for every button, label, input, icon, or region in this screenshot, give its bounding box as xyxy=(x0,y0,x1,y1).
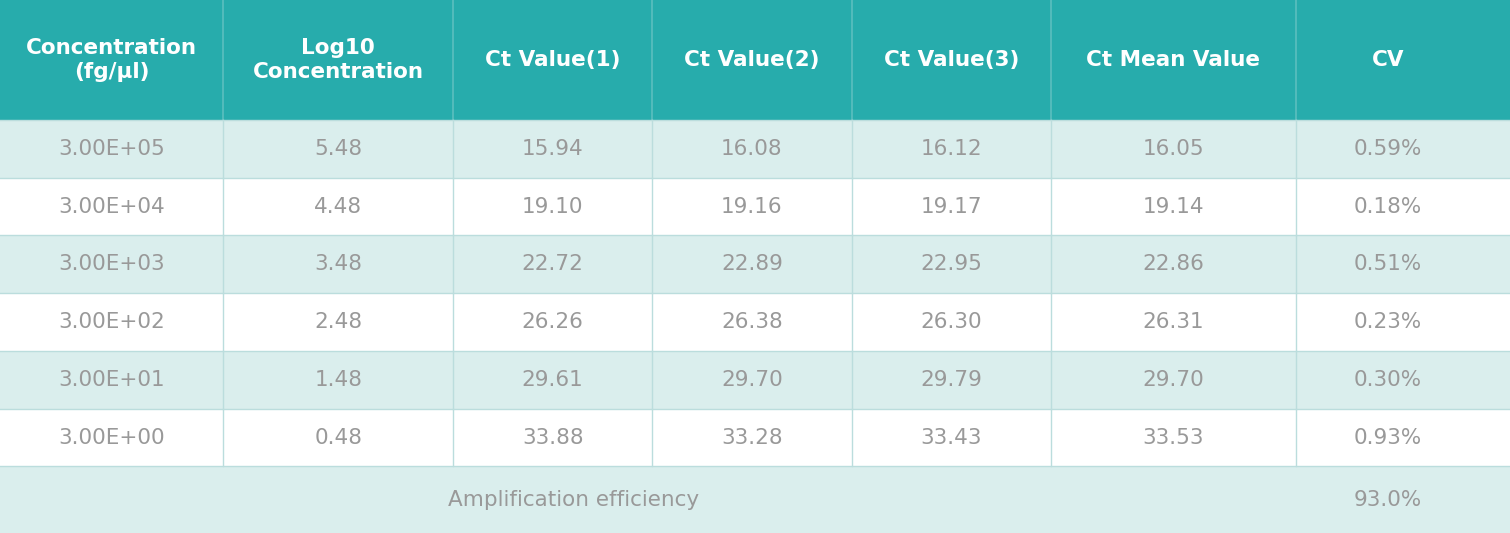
Text: 0.18%: 0.18% xyxy=(1353,197,1422,216)
Text: 29.79: 29.79 xyxy=(921,370,982,390)
Text: 0.59%: 0.59% xyxy=(1353,139,1422,159)
Text: 3.48: 3.48 xyxy=(314,254,362,274)
Text: 93.0%: 93.0% xyxy=(1353,490,1422,510)
Text: 0.93%: 0.93% xyxy=(1353,427,1422,448)
Text: CV: CV xyxy=(1371,50,1404,70)
FancyBboxPatch shape xyxy=(0,120,1510,177)
Text: 16.08: 16.08 xyxy=(722,139,782,159)
FancyBboxPatch shape xyxy=(0,466,1510,533)
Text: 5.48: 5.48 xyxy=(314,139,362,159)
Text: 3.00E+00: 3.00E+00 xyxy=(59,427,165,448)
Text: 29.70: 29.70 xyxy=(1143,370,1203,390)
Text: 33.88: 33.88 xyxy=(522,427,583,448)
Text: 1.48: 1.48 xyxy=(314,370,362,390)
FancyBboxPatch shape xyxy=(0,0,1510,120)
Text: 19.10: 19.10 xyxy=(522,197,583,216)
Text: Ct Value(1): Ct Value(1) xyxy=(485,50,621,70)
Text: 22.72: 22.72 xyxy=(522,254,583,274)
Text: 22.86: 22.86 xyxy=(1143,254,1203,274)
Text: 22.95: 22.95 xyxy=(921,254,982,274)
Text: Ct Mean Value: Ct Mean Value xyxy=(1086,50,1261,70)
Text: 26.26: 26.26 xyxy=(522,312,583,332)
Text: 3.00E+03: 3.00E+03 xyxy=(59,254,165,274)
Text: Ct Value(3): Ct Value(3) xyxy=(883,50,1019,70)
Text: 26.30: 26.30 xyxy=(921,312,982,332)
Text: 0.23%: 0.23% xyxy=(1353,312,1422,332)
Text: Ct Value(2): Ct Value(2) xyxy=(684,50,820,70)
Text: 22.89: 22.89 xyxy=(722,254,782,274)
Text: 15.94: 15.94 xyxy=(522,139,583,159)
Text: 26.38: 26.38 xyxy=(722,312,782,332)
Text: 3.00E+02: 3.00E+02 xyxy=(59,312,165,332)
Text: 3.00E+05: 3.00E+05 xyxy=(59,139,165,159)
Text: 26.31: 26.31 xyxy=(1143,312,1203,332)
Text: 19.14: 19.14 xyxy=(1143,197,1203,216)
Text: 0.48: 0.48 xyxy=(314,427,362,448)
Text: Concentration
(fg/μl): Concentration (fg/μl) xyxy=(26,37,198,83)
Text: Amplification efficiency: Amplification efficiency xyxy=(448,490,699,510)
Text: 0.30%: 0.30% xyxy=(1353,370,1422,390)
FancyBboxPatch shape xyxy=(0,293,1510,351)
Text: 29.70: 29.70 xyxy=(722,370,782,390)
Text: 19.17: 19.17 xyxy=(921,197,982,216)
Text: 19.16: 19.16 xyxy=(722,197,782,216)
Text: 16.12: 16.12 xyxy=(921,139,982,159)
FancyBboxPatch shape xyxy=(0,409,1510,466)
Text: 33.28: 33.28 xyxy=(722,427,782,448)
Text: 0.51%: 0.51% xyxy=(1353,254,1422,274)
Text: 16.05: 16.05 xyxy=(1143,139,1203,159)
FancyBboxPatch shape xyxy=(0,351,1510,409)
Text: Log10
Concentration: Log10 Concentration xyxy=(252,37,424,83)
FancyBboxPatch shape xyxy=(0,236,1510,293)
Text: 2.48: 2.48 xyxy=(314,312,362,332)
Text: 33.43: 33.43 xyxy=(921,427,982,448)
Text: 29.61: 29.61 xyxy=(522,370,583,390)
FancyBboxPatch shape xyxy=(0,177,1510,236)
Text: 33.53: 33.53 xyxy=(1143,427,1203,448)
Text: 3.00E+01: 3.00E+01 xyxy=(59,370,165,390)
Text: 3.00E+04: 3.00E+04 xyxy=(59,197,165,216)
Text: 4.48: 4.48 xyxy=(314,197,362,216)
